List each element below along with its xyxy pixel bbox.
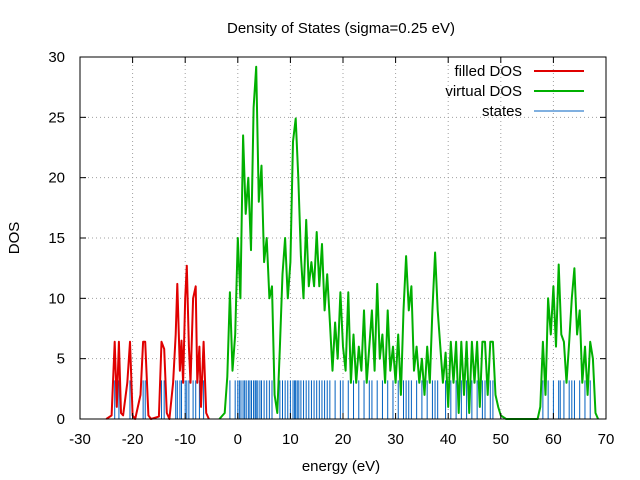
legend: filled DOS virtual DOS states xyxy=(445,63,584,120)
x-axis-label: energy (eV) xyxy=(302,458,380,475)
legend-label: filled DOS xyxy=(454,63,522,80)
filled-dos-line xyxy=(105,264,210,420)
x-tick-label: -10 xyxy=(174,431,196,448)
gridlines xyxy=(80,57,606,419)
y-tick-label: 10 xyxy=(48,290,65,307)
y-tick-label: 5 xyxy=(57,351,65,368)
x-tick-label: 70 xyxy=(598,431,615,448)
virtual-dos-line xyxy=(218,65,600,420)
y-tick-label: 25 xyxy=(48,109,65,126)
x-tick-label: -30 xyxy=(69,431,91,448)
legend-label: virtual DOS xyxy=(445,83,522,100)
x-tick-label: -20 xyxy=(122,431,144,448)
legend-label: states xyxy=(482,103,522,120)
x-tick-label: 60 xyxy=(545,431,562,448)
plot-area xyxy=(105,65,600,420)
x-tick-label: 30 xyxy=(387,431,404,448)
y-tick-label: 15 xyxy=(48,230,65,247)
x-tick-label: 0 xyxy=(234,431,242,448)
axis-ticks: -30 -20 -10 0 10 20 30 40 50 60 70 0 5 10 15 20 25 30 xyxy=(48,49,614,448)
x-tick-label: 50 xyxy=(492,431,509,448)
x-tick-label: 40 xyxy=(440,431,457,448)
x-tick-label: 10 xyxy=(282,431,299,448)
y-tick-label: 30 xyxy=(48,49,65,66)
y-tick-label: 0 xyxy=(57,411,65,428)
y-tick-label: 20 xyxy=(48,170,65,187)
y-axis-label: DOS xyxy=(6,222,23,255)
chart-title: Density of States (sigma=0.25 eV) xyxy=(227,20,455,37)
x-tick-label: 20 xyxy=(335,431,352,448)
